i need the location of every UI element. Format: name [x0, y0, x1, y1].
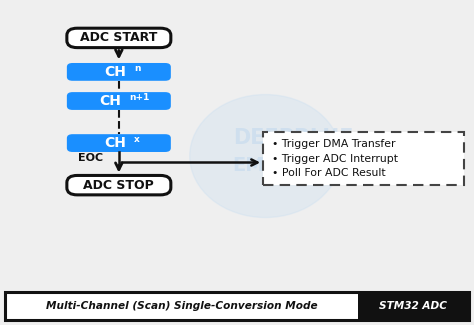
Text: • Poll For ADC Result: • Poll For ADC Result [272, 168, 385, 178]
FancyBboxPatch shape [67, 63, 171, 81]
Text: ADC STOP: ADC STOP [83, 179, 154, 192]
Text: Multi-Channel (Scan) Single-Conversion Mode: Multi-Channel (Scan) Single-Conversion M… [46, 301, 317, 311]
Text: STM32 ADC: STM32 ADC [379, 301, 447, 311]
Text: x: x [134, 135, 140, 144]
Ellipse shape [190, 95, 341, 217]
FancyBboxPatch shape [67, 176, 171, 195]
Text: n+1: n+1 [129, 93, 150, 102]
Text: • Trigger ADC Interrupt: • Trigger ADC Interrupt [272, 154, 398, 163]
Text: EMBEDDED: EMBEDDED [233, 156, 355, 175]
Text: CH: CH [104, 136, 126, 150]
Text: DEEPBLUE: DEEPBLUE [234, 128, 354, 148]
FancyBboxPatch shape [263, 132, 464, 185]
Text: • Trigger DMA Transfer: • Trigger DMA Transfer [272, 139, 395, 149]
FancyBboxPatch shape [5, 292, 469, 320]
Text: CH: CH [100, 94, 121, 108]
Text: EOC: EOC [78, 153, 103, 162]
FancyBboxPatch shape [67, 134, 171, 152]
FancyBboxPatch shape [67, 92, 171, 110]
FancyBboxPatch shape [357, 292, 469, 320]
Text: CH: CH [104, 65, 126, 79]
Text: ADC START: ADC START [80, 32, 157, 45]
FancyBboxPatch shape [67, 28, 171, 48]
Text: n: n [134, 64, 140, 73]
